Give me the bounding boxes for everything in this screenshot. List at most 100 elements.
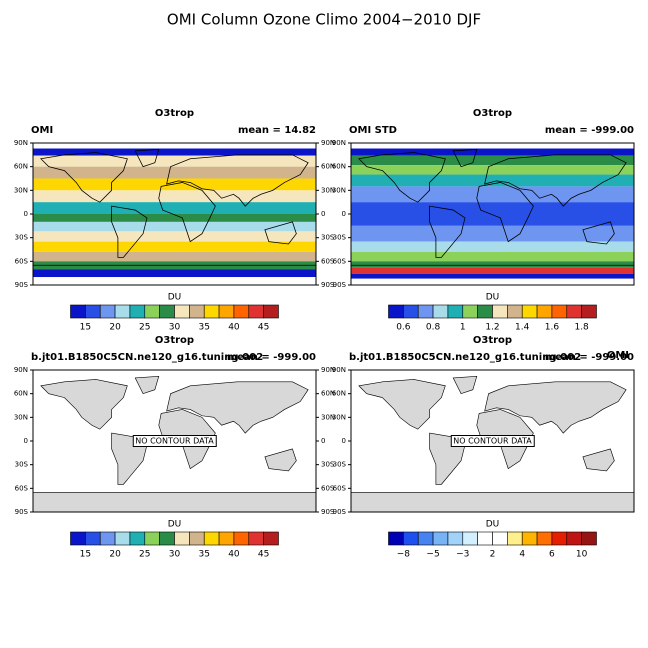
colorbar-box bbox=[521, 531, 538, 546]
colorbar-box bbox=[218, 304, 235, 319]
lat-label: 60N bbox=[332, 163, 346, 171]
map-fill-band bbox=[351, 143, 634, 149]
colorbar-label: 45 bbox=[258, 323, 269, 333]
colorbar-label: 15 bbox=[80, 323, 91, 333]
lat-label: 60N bbox=[321, 163, 335, 171]
colorbar-label: 6 bbox=[549, 550, 555, 560]
colorbar-box bbox=[203, 304, 220, 319]
colorbar-label: 1.2 bbox=[485, 323, 499, 333]
colorbar-box bbox=[507, 531, 523, 546]
colorbar-box bbox=[566, 531, 582, 546]
colorbar-label: 0.8 bbox=[426, 323, 441, 333]
lat-label: 0 bbox=[24, 210, 28, 218]
colorbar-label: 30 bbox=[169, 550, 181, 560]
panel-overlay-label: OMI bbox=[607, 350, 629, 361]
colorbar-box bbox=[233, 304, 250, 319]
colorbar-label: 45 bbox=[258, 550, 269, 560]
lat-label: 60N bbox=[14, 390, 28, 398]
colorbar-box bbox=[403, 304, 419, 319]
map-fill-band bbox=[33, 221, 316, 232]
map-fill-band bbox=[33, 202, 316, 214]
colorbar-box bbox=[218, 531, 235, 546]
colorbar-box bbox=[417, 304, 434, 319]
colorbar-units: DU bbox=[168, 520, 182, 530]
panel-right-label: mean = 14.82 bbox=[238, 125, 316, 136]
colorbar-box bbox=[129, 531, 146, 546]
panel-left-label: b.jt01.B1850C5CN.ne120_g16.tuning.002 bbox=[31, 352, 263, 363]
lat-label: 30N bbox=[332, 413, 346, 421]
message-box bbox=[132, 435, 217, 447]
map-fill-band bbox=[351, 148, 634, 156]
no-data-message: NO CONTOUR DATA bbox=[135, 437, 214, 446]
lat-label: 60N bbox=[14, 163, 28, 171]
map bbox=[351, 143, 634, 285]
map-fill-band bbox=[351, 267, 634, 274]
map-fill-band bbox=[33, 214, 316, 222]
map-fill-band bbox=[33, 148, 316, 156]
map-fill-band bbox=[33, 269, 316, 278]
colorbar-box bbox=[144, 304, 160, 319]
lat-label: 60S bbox=[321, 484, 335, 492]
panel-right-label: mean = -999.00 bbox=[227, 352, 316, 363]
colorbar-box bbox=[99, 304, 116, 319]
panel-header: O3trop bbox=[155, 335, 194, 346]
colorbar-label: 20 bbox=[109, 550, 121, 560]
map-fill-band bbox=[351, 174, 634, 187]
map-fill-band bbox=[33, 231, 316, 242]
colorbar-label: 10 bbox=[576, 550, 588, 560]
colorbar-box bbox=[507, 304, 523, 319]
map-fill-band bbox=[33, 251, 316, 262]
lat-label: 30S bbox=[15, 461, 29, 469]
map-fill-band bbox=[351, 251, 634, 262]
colorbar-box bbox=[551, 531, 568, 546]
lat-label: 90S bbox=[15, 508, 29, 516]
lat-label: 90N bbox=[321, 366, 335, 374]
panel-left-label: OMI bbox=[31, 125, 53, 136]
colorbar-label: 40 bbox=[228, 323, 240, 333]
lat-label: 60N bbox=[332, 390, 346, 398]
figure-title: OMI Column Ozone Climo 2004−2010 DJF bbox=[167, 11, 481, 29]
colorbar-box bbox=[114, 304, 131, 319]
colorbar-box bbox=[189, 304, 205, 319]
colorbar-units: DU bbox=[486, 293, 500, 303]
map-fill-band bbox=[33, 155, 316, 167]
colorbar-box bbox=[581, 304, 597, 319]
lat-label: 60S bbox=[15, 484, 29, 492]
colorbar-box bbox=[403, 531, 419, 546]
lat-label: 90N bbox=[321, 139, 335, 147]
map-fill-band bbox=[351, 225, 634, 242]
lat-label: 30N bbox=[14, 186, 28, 194]
map-fill-band bbox=[351, 273, 634, 279]
colorbar-box bbox=[447, 531, 464, 546]
map-fill-band bbox=[33, 190, 316, 203]
colorbar-box bbox=[447, 304, 464, 319]
map-fill-band bbox=[33, 178, 316, 191]
lat-label: 90S bbox=[321, 281, 335, 289]
map-fill-band bbox=[351, 155, 634, 166]
colorbar-label: 1.4 bbox=[515, 323, 530, 333]
colorbar-label: 30 bbox=[169, 323, 181, 333]
lat-label: 90S bbox=[333, 281, 347, 289]
colorbar-box bbox=[70, 304, 86, 319]
colorbar-label: 1.6 bbox=[545, 323, 560, 333]
colorbar-box bbox=[263, 531, 279, 546]
no-data-message: NO CONTOUR DATA bbox=[453, 437, 532, 446]
map-fill-band bbox=[33, 143, 316, 149]
colorbar-label: −3 bbox=[456, 550, 469, 560]
colorbar-box bbox=[248, 304, 264, 319]
colorbar-box bbox=[536, 531, 553, 546]
colorbar-box bbox=[521, 304, 538, 319]
colorbar-box bbox=[432, 531, 449, 546]
map-fill-band bbox=[351, 186, 634, 203]
colorbar-box bbox=[174, 531, 190, 546]
lat-label: 30N bbox=[332, 186, 346, 194]
colorbar-box bbox=[70, 531, 86, 546]
colorbar-label: 1.8 bbox=[574, 323, 589, 333]
lat-label: 0 bbox=[321, 210, 325, 218]
colorbar-box bbox=[477, 304, 493, 319]
colorbar-box bbox=[99, 531, 116, 546]
lat-label: 0 bbox=[321, 437, 325, 445]
lat-label: 30N bbox=[14, 413, 28, 421]
map-fill-band bbox=[33, 166, 316, 179]
colorbar-box bbox=[581, 531, 597, 546]
